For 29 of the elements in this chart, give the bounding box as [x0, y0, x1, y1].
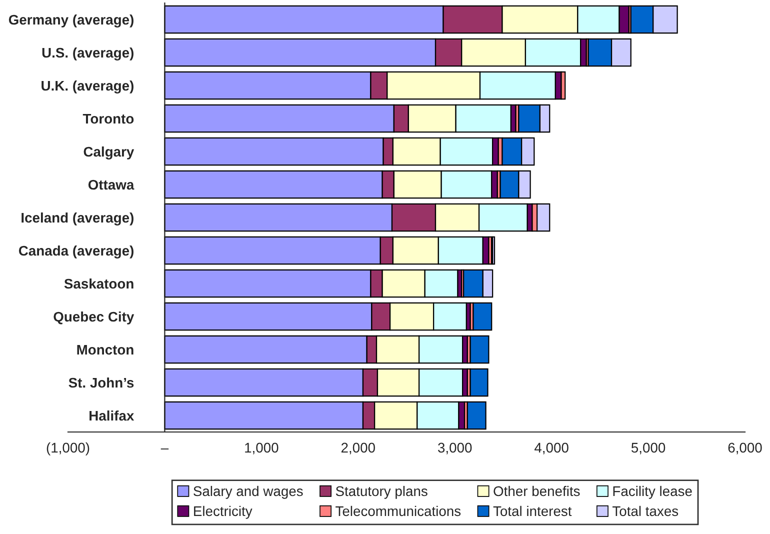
y-tick-label: Toronto [82, 114, 134, 124]
legend-label: Other benefits [494, 486, 580, 496]
y-tick-label: U.S. (average) [42, 47, 134, 60]
x-tick-label: (1,000) [46, 442, 90, 456]
y-tick-label: Calgary [84, 146, 134, 160]
y-tick-label: Quebec City [54, 311, 134, 324]
y-tick-label: St. John’s [68, 377, 134, 388]
y-tick-label: Moncton [77, 344, 134, 355]
legend-label: Total interest [493, 506, 572, 516]
x-tick-label: 1,000 [245, 442, 278, 454]
legend-label: Electricity [194, 506, 252, 519]
y-tick-label: U.K. (average) [42, 80, 134, 94]
x-tick-label: 5,000 [631, 442, 666, 454]
legend-label: Statutory plans [336, 486, 428, 499]
legend-label: Salary and wages [194, 486, 303, 499]
x-tick-label: 4,000 [534, 442, 568, 454]
y-tick-label: Germany (average) [8, 14, 134, 28]
x-tick-label: 3,000 [438, 442, 472, 454]
y-tick-label: Ottawa [88, 180, 134, 190]
y-tick-label: Canada (average) [18, 245, 134, 258]
legend-label: Facility lease [613, 486, 692, 499]
y-tick-label: Halifax [90, 410, 134, 421]
legend-label: Telecommunications [336, 506, 461, 516]
x-tick-label: – [160, 448, 169, 450]
legend-label: Total taxes [612, 506, 678, 516]
y-tick-label: Iceland (average) [22, 212, 134, 226]
y-tick-label: Saskatoon [64, 278, 134, 289]
x-tick-label: 2,000 [341, 442, 375, 454]
x-tick-label: 6,000 [728, 442, 762, 454]
